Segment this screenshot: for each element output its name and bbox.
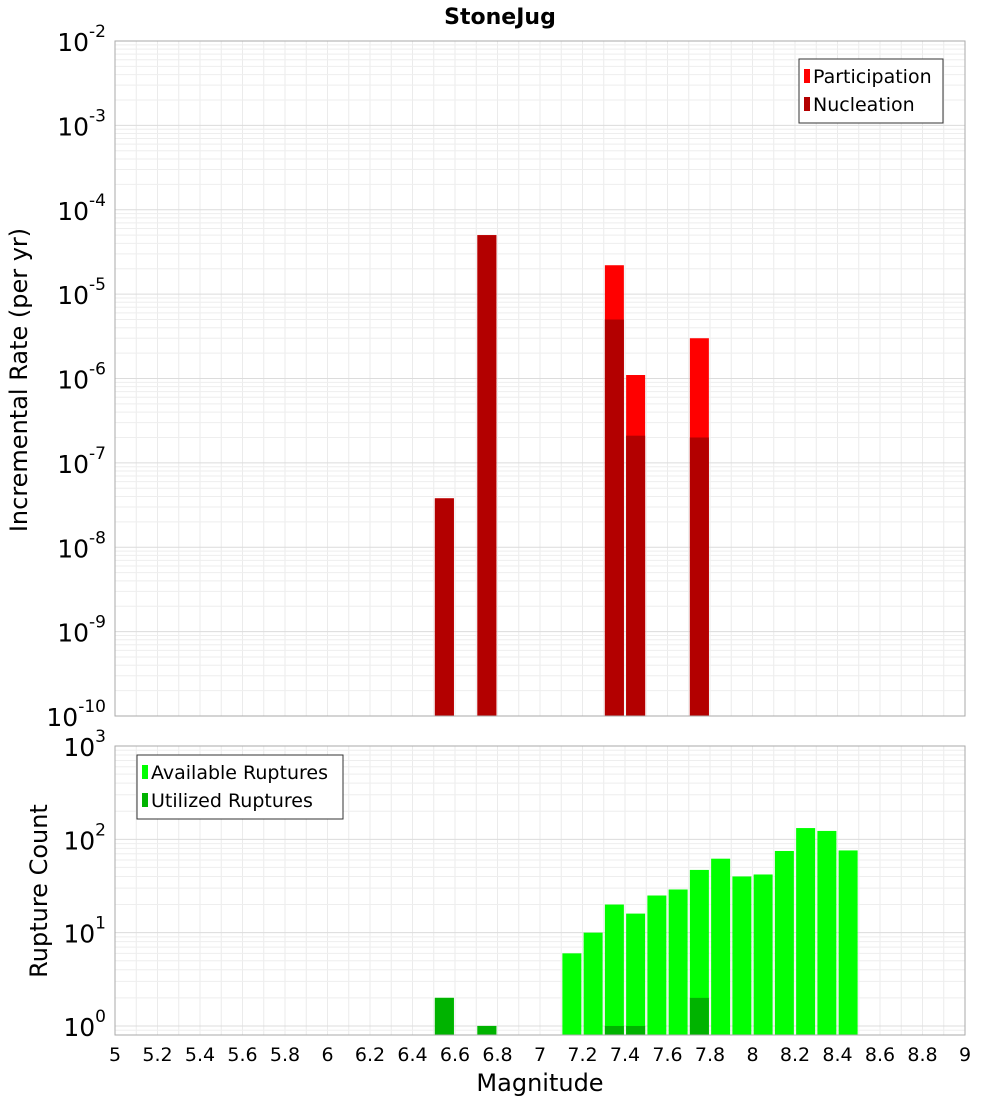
bar [711, 858, 731, 1035]
y-tick-label: 10-8 [57, 528, 106, 563]
bar [732, 876, 752, 1035]
x-tick-label: 8.4 [822, 1044, 852, 1066]
y-tick-label: 10-9 [57, 613, 106, 648]
x-tick-label: 5.2 [142, 1044, 172, 1066]
bar [604, 319, 624, 716]
y-tick-label: 10-2 [57, 22, 106, 57]
bar [626, 913, 646, 1035]
top-plot-border [114, 40, 966, 717]
legend-label: Available Ruptures [151, 762, 328, 784]
top-gridlines [114, 41, 966, 717]
bar [477, 1025, 497, 1035]
y-tick-label: 10-4 [57, 191, 106, 226]
x-tick-label: 8 [746, 1044, 758, 1066]
legend-swatch [142, 765, 148, 779]
x-tick-label: 5 [109, 1044, 121, 1066]
legend-label: Utilized Ruptures [151, 790, 313, 812]
bar [434, 498, 454, 716]
bar [562, 953, 582, 1035]
bar [477, 235, 497, 716]
bar [434, 997, 454, 1035]
bar [604, 1025, 624, 1035]
x-tick-labels: 5 5.2 5.4 5.6 5.8 6 6.2 6.4 6.6 6.8 7 7.2 7.4 7.6 7.8 8… [109, 1044, 971, 1066]
x-tick-label: 8.6 [865, 1044, 895, 1066]
legend-swatch [142, 793, 148, 807]
bar [626, 435, 646, 716]
legend-box [136, 754, 344, 820]
bar [774, 850, 794, 1035]
chart-title: StoneJug [444, 5, 556, 30]
x-tick-label: 7 [534, 1044, 546, 1066]
top-y-tick-labels: 10-2 10-3 10-4 10-5 10-6 10-7 10-8 10-9 10-10 [46, 22, 106, 732]
x-tick-label: 7.6 [652, 1044, 682, 1066]
y-tick-label: 10-3 [57, 106, 106, 141]
x-tick-label: 5.8 [270, 1044, 300, 1066]
y-tick-label: 101 [63, 914, 106, 949]
bar [689, 997, 709, 1035]
bottom-legend: Available Ruptures Utilized Ruptures [136, 754, 344, 820]
legend-label: Nucleation [813, 94, 915, 116]
bottom-panel: 103 102 101 100 5 5.2 5.4 5.6 5.8 6 6.2 6.4 6.6 6.8 7… [25, 727, 971, 1097]
bar [689, 869, 709, 1035]
bar [626, 1025, 646, 1035]
legend-swatch [804, 97, 810, 111]
y-tick-label: 100 [63, 1007, 106, 1042]
bottom-y-axis-label: Rupture Count [25, 804, 53, 978]
y-tick-label: 10-6 [57, 360, 106, 395]
y-tick-label: 10-10 [46, 697, 106, 732]
bar [668, 889, 688, 1035]
x-tick-label: 6.8 [482, 1044, 512, 1066]
x-tick-label: 6.2 [355, 1044, 385, 1066]
bar [838, 850, 858, 1035]
x-tick-label: 7.8 [695, 1044, 725, 1066]
bar [647, 895, 667, 1035]
bar [753, 874, 773, 1035]
legend-label: Participation [813, 66, 932, 88]
bar [796, 828, 816, 1035]
top-panel: 10-2 10-3 10-4 10-5 10-6 10-7 10-8 10-9 10-10 In… [5, 22, 966, 732]
x-tick-label: 9 [959, 1044, 971, 1066]
x-tick-label: 6.6 [440, 1044, 470, 1066]
x-axis-label: Magnitude [476, 1069, 603, 1097]
bottom-bars [434, 828, 858, 1035]
bottom-plot-border [114, 745, 966, 1036]
legend-swatch [804, 69, 810, 83]
x-tick-label: 7.2 [567, 1044, 597, 1066]
top-bars [434, 235, 709, 716]
x-tick-label: 8.2 [780, 1044, 810, 1066]
x-tick-label: 6.4 [397, 1044, 427, 1066]
y-tick-label: 10-7 [57, 444, 106, 479]
bar [689, 437, 709, 716]
x-tick-label: 5.4 [185, 1044, 215, 1066]
x-tick-label: 5.6 [227, 1044, 257, 1066]
x-tick-label: 8.8 [907, 1044, 937, 1066]
top-y-axis-label: Incremental Rate (per yr) [5, 228, 33, 532]
y-tick-label: 103 [63, 727, 106, 762]
bar [817, 830, 837, 1035]
x-tick-label: 6 [321, 1044, 333, 1066]
x-tick-label: 7.4 [610, 1044, 640, 1066]
legend-box [798, 58, 944, 124]
bar [583, 932, 603, 1035]
top-legend: Participation Nucleation [798, 58, 944, 124]
bar [604, 904, 624, 1035]
y-tick-label: 102 [63, 820, 106, 855]
bottom-y-tick-labels: 103 102 101 100 [63, 727, 106, 1042]
y-tick-label: 10-5 [57, 275, 106, 310]
